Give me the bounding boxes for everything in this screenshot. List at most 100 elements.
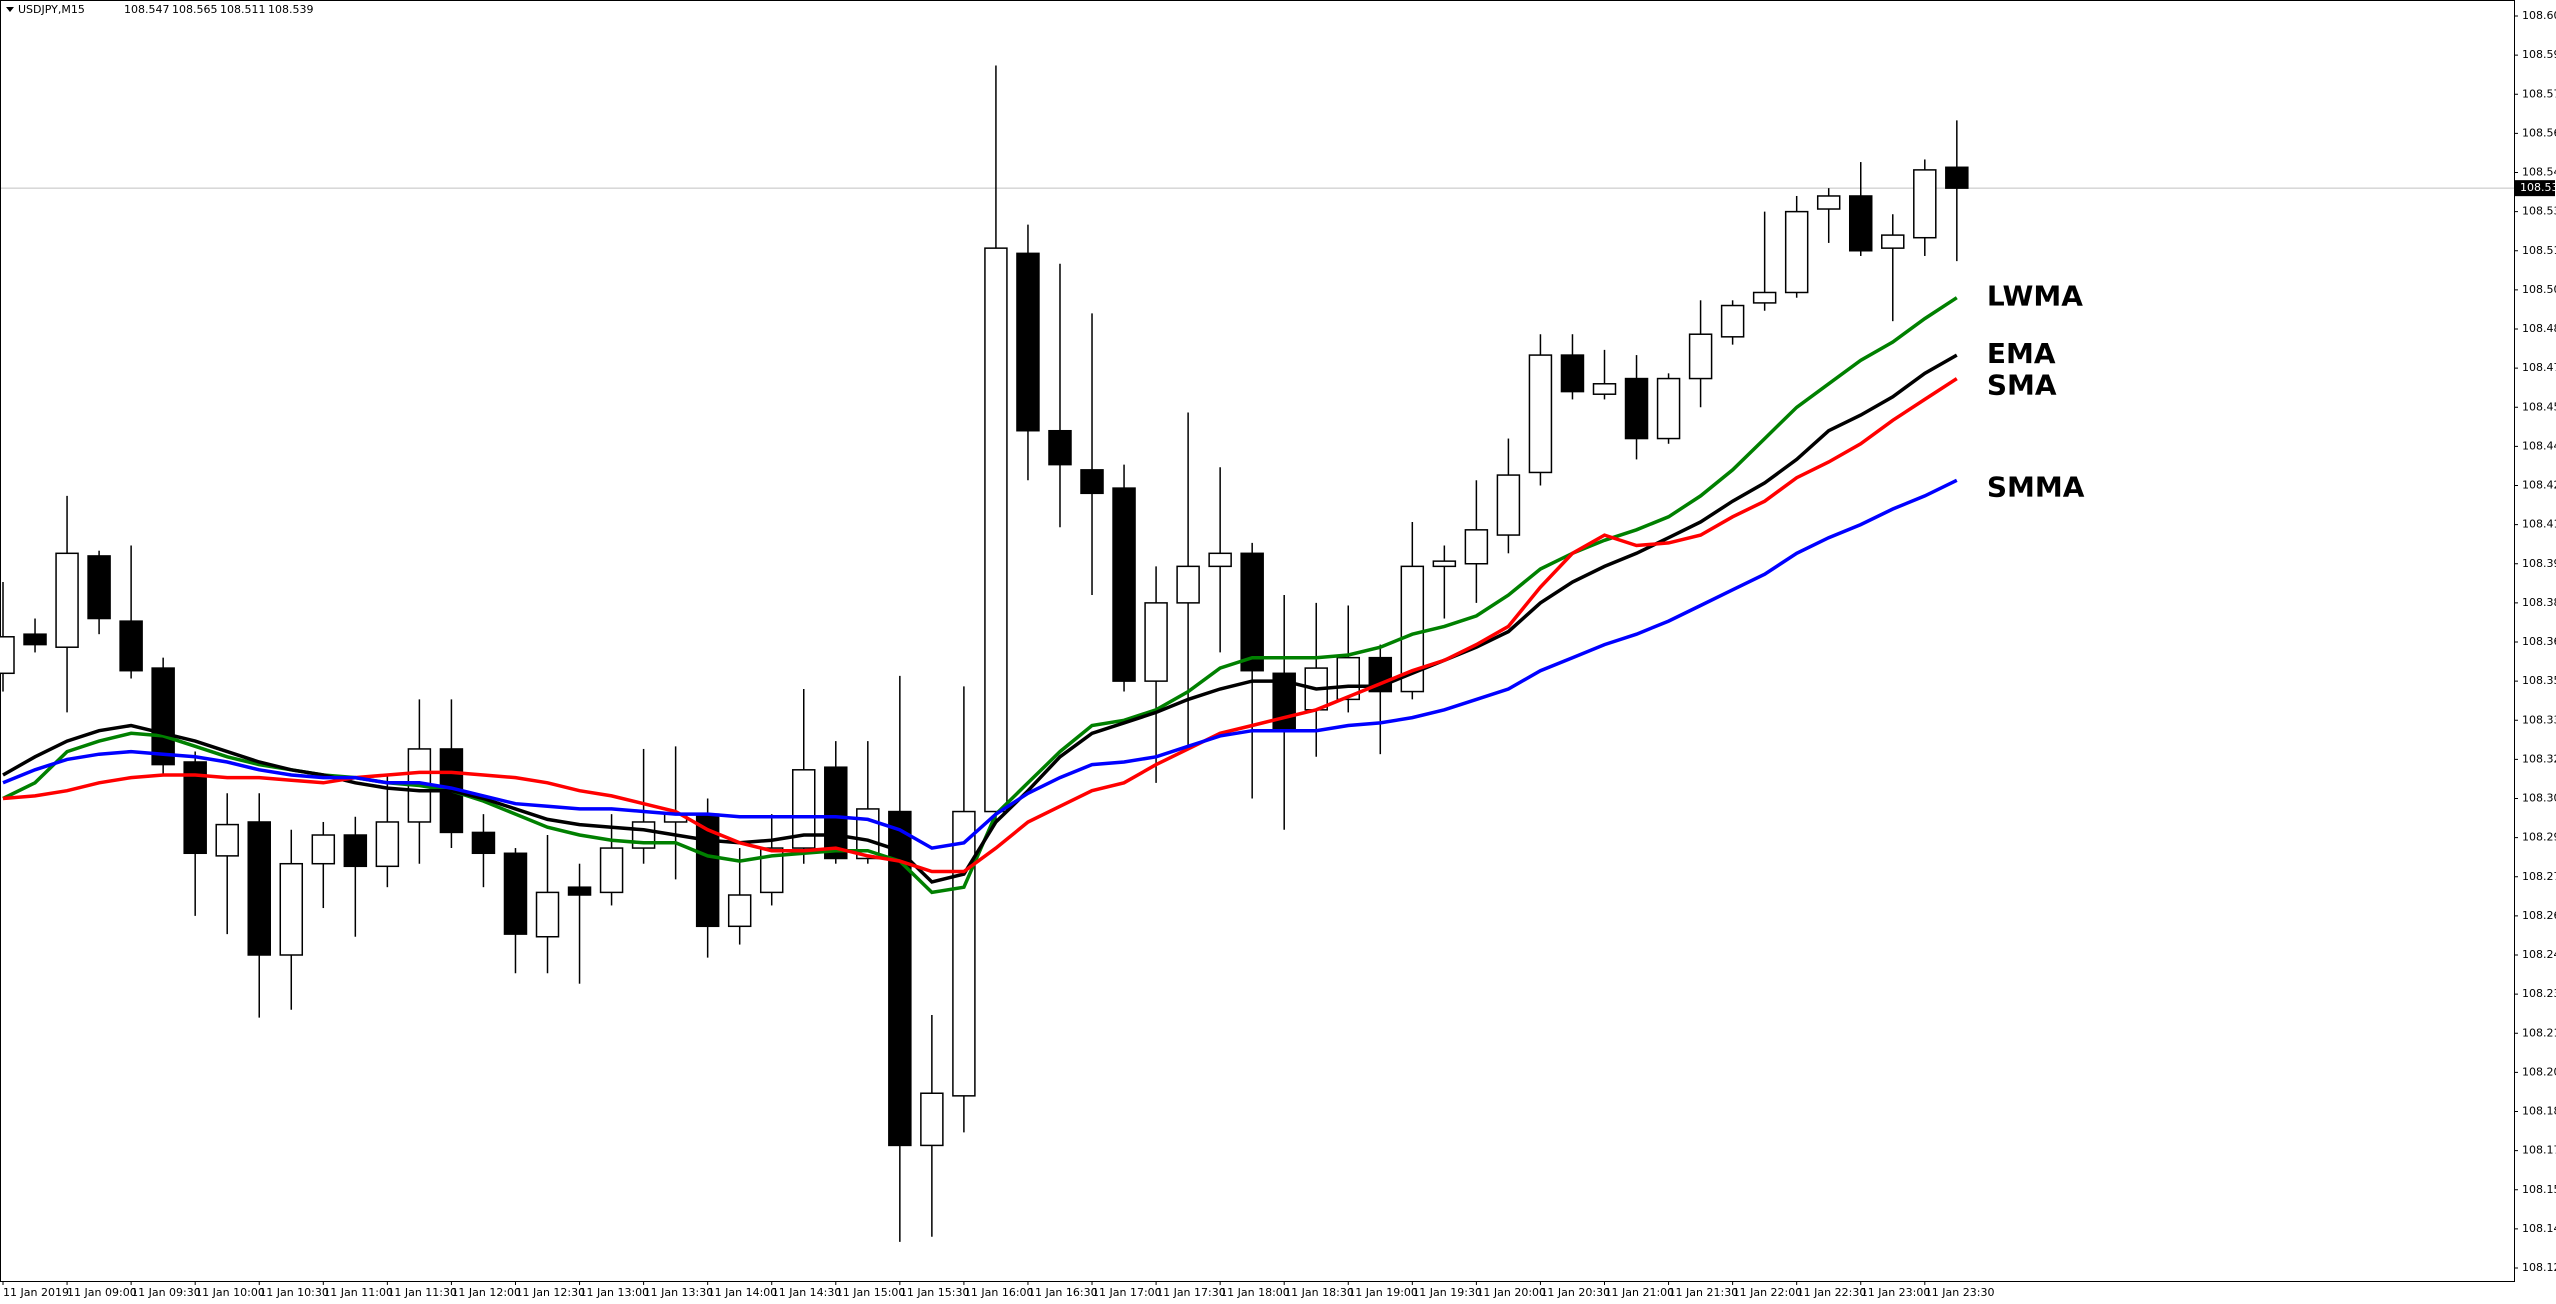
current-price-box <box>2515 180 2555 197</box>
candle-body <box>535 891 560 938</box>
current-price-label: 108.539 <box>2520 181 2556 194</box>
candle-body <box>1848 195 1873 252</box>
x-tick-label: 11 Jan 12:00 <box>451 1286 521 1299</box>
y-tick-label: 108.215 <box>2522 1026 2556 1039</box>
y-tick-label: 108.530 <box>2522 205 2556 218</box>
x-tick-label: 11 Jan 23:30 <box>1925 1286 1995 1299</box>
x-tick-label: 11 Jan 11:00 <box>323 1286 393 1299</box>
candle-body <box>1816 195 1841 210</box>
x-tick-label: 11 Jan 09:00 <box>67 1286 137 1299</box>
candle-body <box>888 810 912 1147</box>
x-tick-label: 11 Jan 16:00 <box>964 1286 1034 1299</box>
candle-body <box>1464 529 1489 565</box>
candle-body <box>1016 252 1040 432</box>
candle-body <box>311 834 336 865</box>
x-tick-label: 11 Jan 13:30 <box>644 1286 714 1299</box>
candle-body <box>952 810 976 1097</box>
x-tick-label: 11 Jan 18:30 <box>1284 1286 1354 1299</box>
x-tick-label: 11 Jan 23:00 <box>1861 1286 1931 1299</box>
x-tick-label: 11 Jan 13:00 <box>580 1286 650 1299</box>
symbol: USDJPY,M15 <box>18 3 85 16</box>
y-tick-label: 108.275 <box>2522 870 2556 883</box>
y-tick-label: 108.155 <box>2522 1183 2556 1196</box>
candle-body <box>984 247 1008 813</box>
candle-body <box>1752 291 1777 304</box>
candle-body <box>567 886 592 896</box>
y-tick-label: 108.575 <box>2522 87 2556 100</box>
candle-body <box>247 821 271 956</box>
y-tick-label: 108.125 <box>2522 1261 2556 1274</box>
y-tick-label: 108.545 <box>2522 166 2556 179</box>
x-tick-label: 11 Jan 10:30 <box>259 1286 329 1299</box>
candle-body <box>1496 474 1521 536</box>
y-tick-label: 108.455 <box>2522 400 2556 413</box>
candle-body <box>471 831 496 855</box>
y-tick-label: 108.515 <box>2522 244 2556 257</box>
y-tick-label: 108.140 <box>2522 1222 2556 1235</box>
candle-body <box>1208 552 1232 568</box>
candle-body <box>824 766 848 860</box>
candle-body <box>1560 354 1585 393</box>
candle-body <box>1528 354 1553 474</box>
ma-label: SMA <box>1987 369 2057 402</box>
y-tick-label: 108.605 <box>2522 9 2556 22</box>
ma-label: EMA <box>1987 337 2056 370</box>
candle-body <box>1592 383 1617 395</box>
ma-line <box>2 478 1958 850</box>
menu-triangle <box>6 7 14 12</box>
x-tick-label: 11 Jan 17:00 <box>1092 1286 1162 1299</box>
candle-body <box>343 834 368 868</box>
candle-body <box>792 769 816 849</box>
y-tick-label: 108.560 <box>2522 126 2556 139</box>
x-tick-label: 11 Jan 17:30 <box>1156 1286 1226 1299</box>
candle-body <box>1240 552 1264 672</box>
x-tick-label: 11 Jan 12:30 <box>515 1286 585 1299</box>
header-high: 108.565 <box>172 3 218 16</box>
y-tick-label: 108.260 <box>2522 909 2556 922</box>
x-tick-label: 11 Jan 19:30 <box>1412 1286 1482 1299</box>
y-tick-label: 108.395 <box>2522 557 2556 570</box>
y-tick-label: 108.320 <box>2522 752 2556 765</box>
candle-body <box>759 847 784 894</box>
candle-body <box>1624 377 1649 440</box>
candle-body <box>1656 377 1681 440</box>
x-tick-label: 11 Jan 14:00 <box>708 1286 778 1299</box>
candle-body <box>1688 333 1713 380</box>
ma-label: LWMA <box>1987 280 2083 313</box>
y-tick-label: 108.245 <box>2522 948 2556 961</box>
y-tick-label: 108.425 <box>2522 479 2556 492</box>
candle-body <box>375 821 400 868</box>
x-tick-label: 11 Jan 15:00 <box>836 1286 906 1299</box>
candle-body <box>87 555 111 620</box>
x-tick-label: 11 Jan 15:30 <box>900 1286 970 1299</box>
x-tick-label: 11 Jan 2019 <box>3 1286 69 1299</box>
header-open: 108.547 <box>124 3 170 16</box>
candle-body <box>1080 469 1104 495</box>
candle-body <box>151 667 175 766</box>
x-tick-label: 11 Jan 18:00 <box>1220 1286 1290 1299</box>
candle-body <box>1336 656 1361 701</box>
x-tick-label: 11 Jan 10:00 <box>195 1286 265 1299</box>
x-tick-label: 11 Jan 22:30 <box>1797 1286 1867 1299</box>
y-tick-label: 108.470 <box>2522 361 2556 374</box>
y-tick-label: 108.485 <box>2522 322 2556 335</box>
x-tick-label: 11 Jan 09:30 <box>131 1286 201 1299</box>
y-tick-label: 108.590 <box>2522 48 2556 61</box>
ma-label: SMMA <box>1987 470 2085 503</box>
y-tick-label: 108.365 <box>2522 635 2556 648</box>
candle-body <box>1432 560 1457 568</box>
y-tick-label: 108.290 <box>2522 831 2556 844</box>
ma-line <box>2 377 1958 874</box>
y-tick-label: 108.170 <box>2522 1144 2556 1157</box>
y-tick-label: 108.305 <box>2522 792 2556 805</box>
header-close: 108.539 <box>268 3 314 16</box>
candle-body <box>1048 429 1072 466</box>
x-tick-label: 11 Jan 19:00 <box>1348 1286 1418 1299</box>
candle-body <box>1913 169 1937 239</box>
candle-body <box>279 862 304 956</box>
x-tick-label: 11 Jan 22:00 <box>1733 1286 1803 1299</box>
candle-body <box>183 761 207 855</box>
candle-body <box>23 633 47 646</box>
